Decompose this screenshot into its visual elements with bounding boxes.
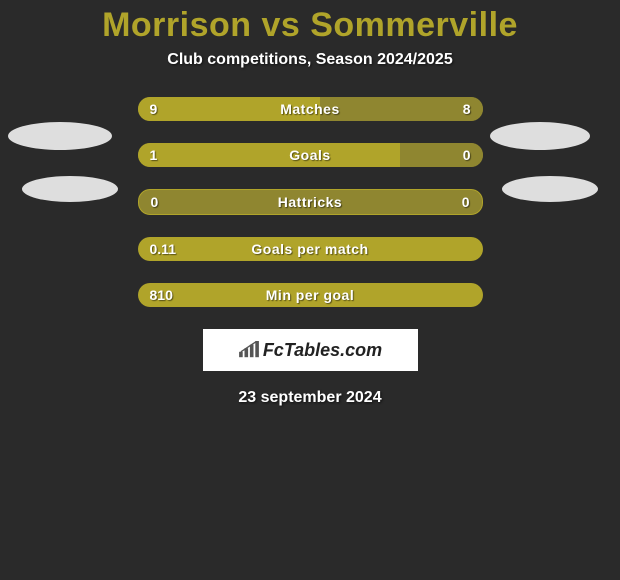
stat-row: 810 Min per goal xyxy=(138,283,483,307)
stat-label: Matches xyxy=(280,97,340,121)
bar-left xyxy=(138,143,400,167)
stat-label: Hattricks xyxy=(278,190,342,214)
page-title: Morrison vs Sommerville xyxy=(0,6,620,45)
stat-label: Min per goal xyxy=(266,283,354,307)
stat-row: 9 8 Matches xyxy=(138,97,483,121)
avatar-placeholder xyxy=(22,176,118,202)
avatar-placeholder xyxy=(490,122,590,150)
stat-label: Goals per match xyxy=(251,237,368,261)
source-logo: FcTables.com xyxy=(203,329,418,371)
avatar-placeholder xyxy=(502,176,598,202)
stat-label: Goals xyxy=(289,143,330,167)
stat-value-left: 9 xyxy=(150,97,158,121)
logo-text: FcTables.com xyxy=(238,340,382,361)
stat-value-left: 0.11 xyxy=(150,237,176,261)
subtitle: Club competitions, Season 2024/2025 xyxy=(0,51,620,69)
stats-list: 9 8 Matches 1 0 Goals 0 0 Hattricks 0.11 Goals per… xyxy=(138,97,483,307)
logo-label: FcTables.com xyxy=(263,340,382,361)
comparison-card: Morrison vs Sommerville Club competition… xyxy=(0,0,620,580)
stat-value-left: 810 xyxy=(150,283,173,307)
avatar-placeholder xyxy=(8,122,112,150)
bar-right xyxy=(320,97,482,121)
stat-value-right: 8 xyxy=(463,97,471,121)
stat-value-left: 0 xyxy=(151,190,159,214)
stat-value-left: 1 xyxy=(150,143,158,167)
stat-row: 0.11 Goals per match xyxy=(138,237,483,261)
stat-row: 1 0 Goals xyxy=(138,143,483,167)
stat-value-right: 0 xyxy=(463,143,471,167)
stat-row: 0 0 Hattricks xyxy=(138,189,483,215)
stat-value-right: 0 xyxy=(462,190,470,214)
date-label: 23 september 2024 xyxy=(0,389,620,407)
barchart-icon xyxy=(238,341,260,359)
